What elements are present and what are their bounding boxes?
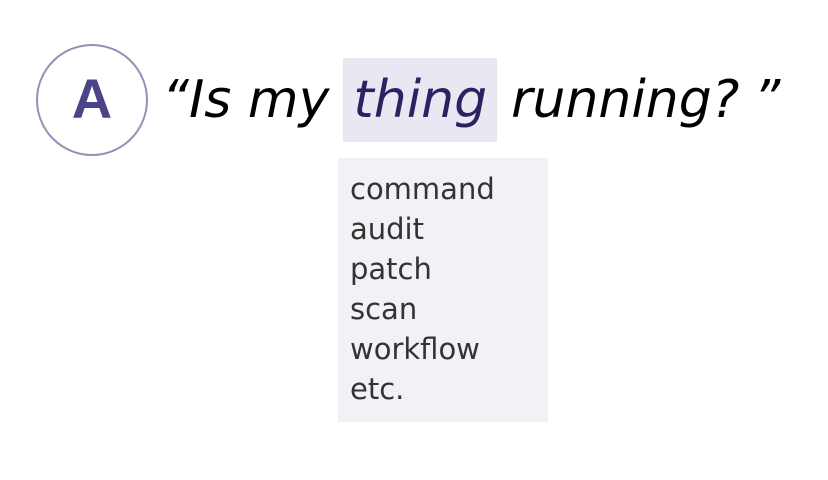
option-item: etc. xyxy=(350,372,405,406)
option-item: patch xyxy=(350,252,432,286)
question-suffix: running? xyxy=(511,70,740,130)
open-quote: “ xyxy=(162,70,189,130)
option-item: command xyxy=(350,172,495,206)
badge-circle: A xyxy=(36,44,148,156)
option-item: scan xyxy=(350,292,418,326)
close-quote: ” xyxy=(753,70,781,130)
option-item: workflow xyxy=(350,332,480,366)
highlighted-word: thing xyxy=(343,58,498,142)
question-prefix: Is my xyxy=(188,70,330,130)
option-item: audit xyxy=(350,212,424,246)
badge-letter: A xyxy=(71,67,113,130)
options-list: command audit patch scan workflow etc. xyxy=(338,158,548,422)
question-text: “Is my thing running?” xyxy=(162,58,780,142)
